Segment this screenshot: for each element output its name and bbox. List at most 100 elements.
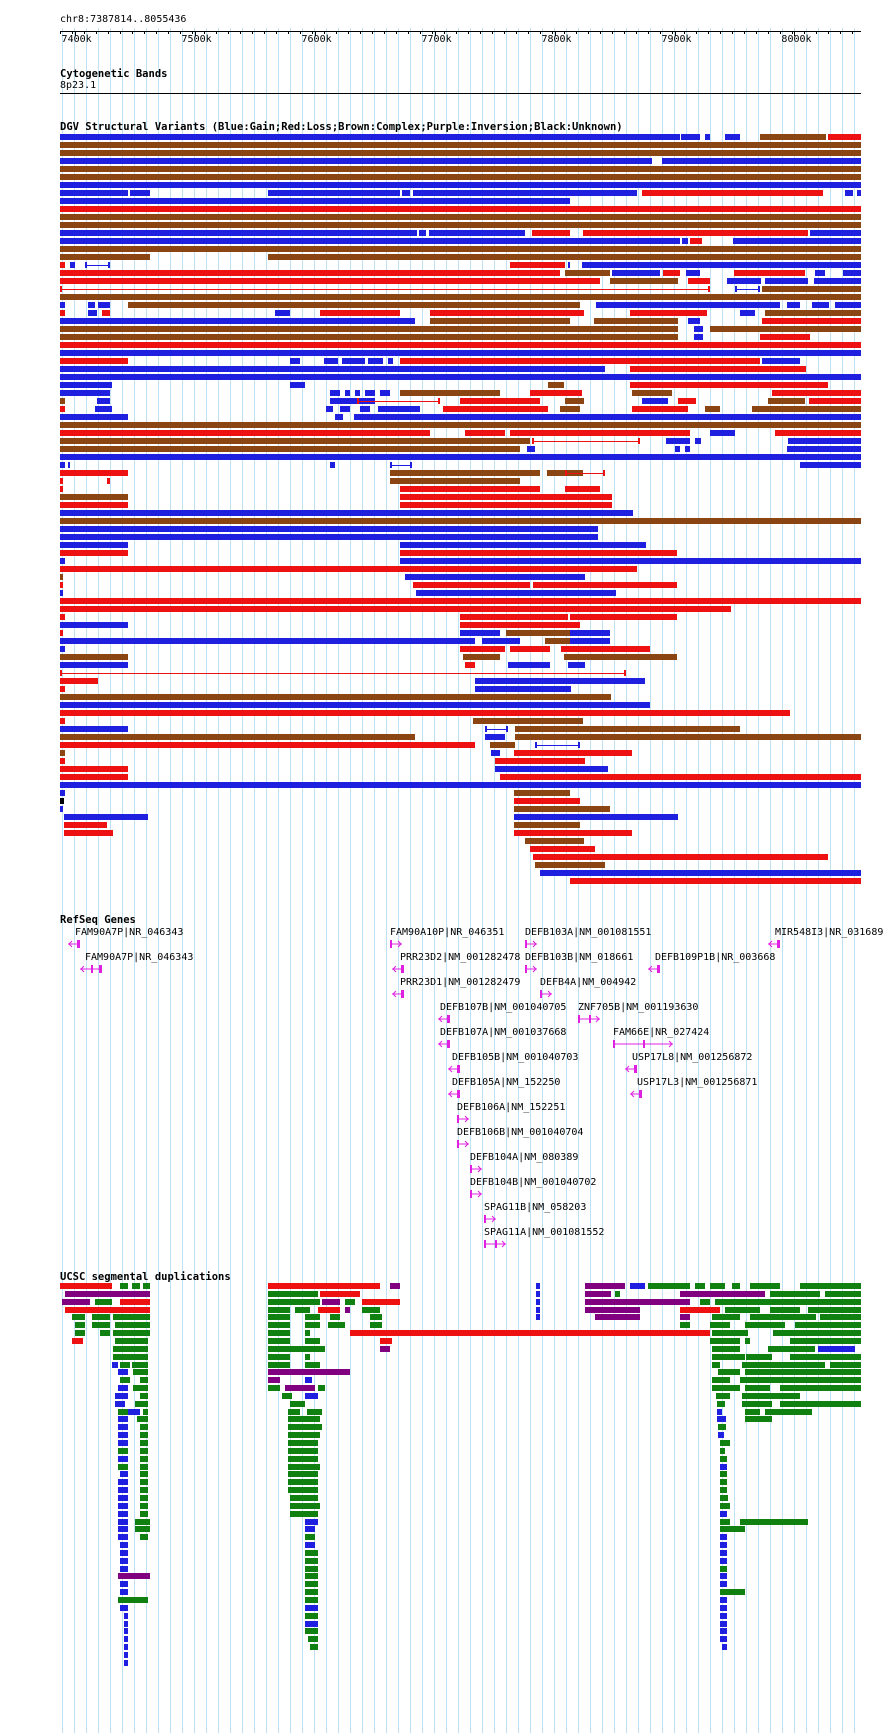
segdup-bar[interactable] bbox=[780, 1385, 861, 1391]
sv-bar[interactable] bbox=[60, 798, 64, 804]
segdup-bar[interactable] bbox=[718, 1432, 724, 1438]
sv-bar[interactable] bbox=[583, 230, 808, 236]
segdup-bar[interactable] bbox=[140, 1432, 148, 1438]
segdup-bar[interactable] bbox=[585, 1307, 640, 1313]
sv-bar[interactable] bbox=[400, 494, 612, 500]
sv-bar[interactable] bbox=[60, 262, 65, 268]
sv-bar[interactable] bbox=[60, 494, 128, 500]
sv-bar[interactable] bbox=[60, 310, 65, 316]
segdup-bar[interactable] bbox=[120, 1605, 128, 1611]
sv-bar[interactable] bbox=[740, 310, 755, 316]
segdup-bar[interactable] bbox=[120, 1589, 128, 1595]
gene-plus-strand-glyph[interactable] bbox=[457, 1115, 469, 1123]
segdup-bar[interactable] bbox=[700, 1299, 710, 1305]
sv-bar[interactable] bbox=[60, 742, 475, 748]
segdup-bar[interactable] bbox=[288, 1432, 320, 1438]
sv-bar[interactable] bbox=[400, 486, 540, 492]
segdup-bar[interactable] bbox=[825, 1291, 861, 1297]
sv-bar[interactable] bbox=[60, 646, 65, 652]
segdup-bar[interactable] bbox=[305, 1354, 310, 1360]
sv-bar[interactable] bbox=[662, 158, 861, 164]
sv-bar[interactable] bbox=[60, 518, 861, 524]
sv-bar[interactable] bbox=[532, 230, 570, 236]
segdup-bar[interactable] bbox=[720, 1448, 725, 1454]
sv-bar[interactable] bbox=[642, 190, 823, 196]
segdup-bar[interactable] bbox=[72, 1338, 83, 1344]
segdup-bar[interactable] bbox=[305, 1519, 318, 1525]
sv-bar[interactable] bbox=[60, 534, 598, 540]
segdup-bar[interactable] bbox=[60, 1283, 112, 1289]
segdup-bar[interactable] bbox=[268, 1362, 290, 1368]
sv-bar[interactable] bbox=[60, 366, 605, 372]
sv-bar[interactable] bbox=[60, 406, 65, 412]
segdup-bar[interactable] bbox=[720, 1503, 730, 1509]
sv-bar[interactable] bbox=[360, 406, 370, 412]
gene-plus-strand-glyph[interactable] bbox=[484, 1240, 506, 1248]
sv-bar[interactable] bbox=[60, 590, 63, 596]
sv-bar[interactable] bbox=[460, 630, 500, 636]
segdup-bar[interactable] bbox=[745, 1385, 770, 1391]
segdup-bar[interactable] bbox=[268, 1307, 290, 1313]
segdup-bar[interactable] bbox=[615, 1291, 620, 1297]
segdup-bar[interactable] bbox=[305, 1322, 320, 1328]
segdup-bar[interactable] bbox=[118, 1432, 128, 1438]
sv-bar[interactable] bbox=[565, 398, 584, 404]
segdup-bar[interactable] bbox=[140, 1511, 148, 1517]
sv-bar[interactable] bbox=[60, 414, 128, 420]
segdup-bar[interactable] bbox=[720, 1605, 727, 1611]
sv-bar[interactable] bbox=[560, 406, 580, 412]
sv-bar[interactable] bbox=[60, 382, 112, 388]
gene-label[interactable]: DEFB106A|NM_152251 bbox=[457, 1102, 566, 1113]
segdup-bar[interactable] bbox=[745, 1338, 750, 1344]
sv-bar[interactable] bbox=[762, 358, 800, 364]
sv-bar[interactable] bbox=[765, 278, 808, 284]
sv-bar[interactable] bbox=[500, 774, 861, 780]
sv-bar[interactable] bbox=[525, 838, 584, 844]
segdup-bar[interactable] bbox=[140, 1448, 148, 1454]
segdup-bar[interactable] bbox=[720, 1542, 727, 1548]
sv-bar[interactable] bbox=[733, 238, 861, 244]
sv-bar[interactable] bbox=[690, 238, 702, 244]
gene-label[interactable]: DEFB105B|NM_001040703 bbox=[452, 1052, 579, 1063]
gene-minus-strand-glyph[interactable] bbox=[630, 1090, 642, 1098]
segdup-bar[interactable] bbox=[585, 1299, 690, 1305]
sv-bar[interactable] bbox=[514, 806, 610, 812]
segdup-bar[interactable] bbox=[718, 1369, 740, 1375]
sv-bar[interactable] bbox=[675, 446, 680, 452]
sv-bar[interactable] bbox=[85, 265, 110, 266]
sv-bar[interactable] bbox=[694, 326, 703, 332]
gene-minus-strand-glyph[interactable] bbox=[392, 990, 404, 998]
segdup-bar[interactable] bbox=[288, 1471, 318, 1477]
segdup-bar[interactable] bbox=[290, 1511, 318, 1517]
sv-bar[interactable] bbox=[400, 358, 405, 364]
sv-bar[interactable] bbox=[835, 302, 861, 308]
sv-bar[interactable] bbox=[268, 190, 400, 196]
segdup-bar[interactable] bbox=[370, 1322, 382, 1328]
segdup-bar[interactable] bbox=[720, 1471, 727, 1477]
segdup-bar[interactable] bbox=[695, 1283, 705, 1289]
segdup-bar[interactable] bbox=[322, 1299, 340, 1305]
sv-bar[interactable] bbox=[460, 614, 568, 620]
sv-bar[interactable] bbox=[60, 342, 861, 348]
segdup-bar[interactable] bbox=[732, 1283, 740, 1289]
segdup-bar[interactable] bbox=[120, 1471, 128, 1477]
gene-minus-strand-glyph[interactable] bbox=[625, 1065, 637, 1073]
segdup-bar[interactable] bbox=[120, 1377, 130, 1383]
segdup-bar[interactable] bbox=[268, 1299, 320, 1305]
segdup-bar[interactable] bbox=[118, 1456, 128, 1462]
sv-bar[interactable] bbox=[473, 718, 583, 724]
sv-bar[interactable] bbox=[107, 478, 110, 484]
sv-bar[interactable] bbox=[108, 473, 112, 474]
segdup-bar[interactable] bbox=[140, 1487, 148, 1493]
segdup-bar[interactable] bbox=[115, 1393, 128, 1399]
segdup-bar[interactable] bbox=[725, 1307, 760, 1313]
sv-bar[interactable] bbox=[400, 558, 861, 564]
sv-bar[interactable] bbox=[765, 310, 861, 316]
segdup-bar[interactable] bbox=[120, 1299, 150, 1305]
segdup-bar[interactable] bbox=[288, 1440, 318, 1446]
segdup-bar[interactable] bbox=[285, 1385, 315, 1391]
segdup-bar[interactable] bbox=[118, 1448, 128, 1454]
segdup-bar[interactable] bbox=[712, 1377, 730, 1383]
segdup-bar[interactable] bbox=[268, 1354, 290, 1360]
sv-bar[interactable] bbox=[64, 830, 113, 836]
